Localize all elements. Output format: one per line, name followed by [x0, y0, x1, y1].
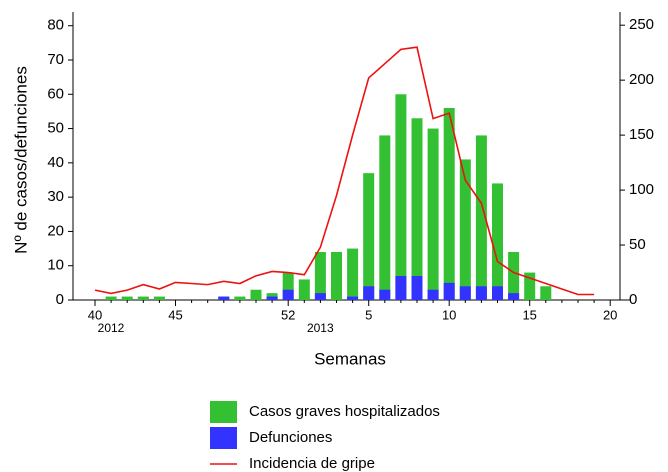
bar: [314, 252, 326, 300]
bar: [427, 289, 439, 300]
bar: [459, 159, 471, 300]
bar: [266, 293, 278, 300]
bar: [218, 296, 230, 300]
bar: [443, 282, 455, 300]
bar: [363, 286, 375, 300]
x-axis-label: Semanas: [314, 349, 386, 368]
bar: [395, 276, 407, 300]
y2-tick-label: 50: [629, 236, 646, 253]
y2-tick-label: 150: [629, 126, 654, 143]
bar: [298, 279, 310, 300]
bar: [524, 272, 536, 300]
bar: [347, 248, 359, 300]
y2-tick-label: 200: [629, 71, 654, 88]
bar: [314, 293, 326, 300]
bar: [540, 286, 552, 300]
x-tick-label: 15: [522, 307, 536, 322]
year-label: 2013: [307, 321, 334, 335]
bar: [363, 173, 375, 300]
bar: [121, 296, 133, 300]
bar: [443, 108, 455, 300]
y-tick-label: 10: [47, 257, 64, 274]
bar: [105, 296, 117, 300]
bar: [395, 94, 407, 301]
legend-swatch: [210, 401, 237, 423]
bar: [508, 293, 520, 300]
bar: [459, 286, 471, 300]
bar: [137, 296, 149, 300]
y2-tick-label: 100: [629, 181, 654, 198]
y-axis-label: Nº de casos/defunciones: [11, 66, 30, 254]
bar: [508, 252, 520, 300]
x-tick-label: 5: [365, 307, 372, 322]
bar: [475, 135, 487, 300]
bar: [282, 289, 294, 300]
x-tick-label: 45: [168, 307, 182, 322]
year-label: 2012: [98, 321, 125, 335]
bar: [379, 135, 391, 300]
x-tick-label: 52: [281, 307, 295, 322]
line: [94, 46, 595, 296]
x-tick-label: 10: [442, 307, 456, 322]
bar: [379, 289, 391, 300]
bar: [234, 296, 246, 300]
y-tick-label: 60: [47, 85, 64, 102]
y2-tick-label: 0: [629, 291, 637, 308]
bar: [250, 289, 262, 300]
y-tick-label: 40: [47, 154, 64, 171]
legend-swatch: [210, 427, 237, 449]
bar: [475, 286, 487, 300]
y-tick-label: 50: [47, 120, 64, 137]
bar: [411, 118, 423, 301]
bar: [282, 272, 294, 300]
bar: [347, 296, 359, 300]
bar: [153, 296, 165, 300]
bar: [331, 252, 342, 300]
bar: [492, 286, 503, 300]
x-tick-label: 40: [88, 307, 102, 322]
y-tick-label: 0: [56, 291, 64, 308]
y-tick-label: 30: [47, 188, 64, 205]
legend-label: Incidencia de gripe: [249, 455, 375, 472]
bar: [427, 128, 439, 300]
bar: [411, 276, 423, 300]
bar: [266, 296, 278, 300]
legend-label: Casos graves hospitalizados: [249, 403, 440, 420]
y-tick-label: 70: [47, 51, 64, 68]
y-tick-label: 80: [47, 17, 64, 34]
legend-label: Defunciones: [249, 429, 332, 446]
bar: [492, 183, 503, 300]
x-tick-label: 20: [603, 307, 617, 322]
y-tick-label: 20: [47, 222, 64, 239]
y2-tick-label: 250: [629, 16, 654, 33]
